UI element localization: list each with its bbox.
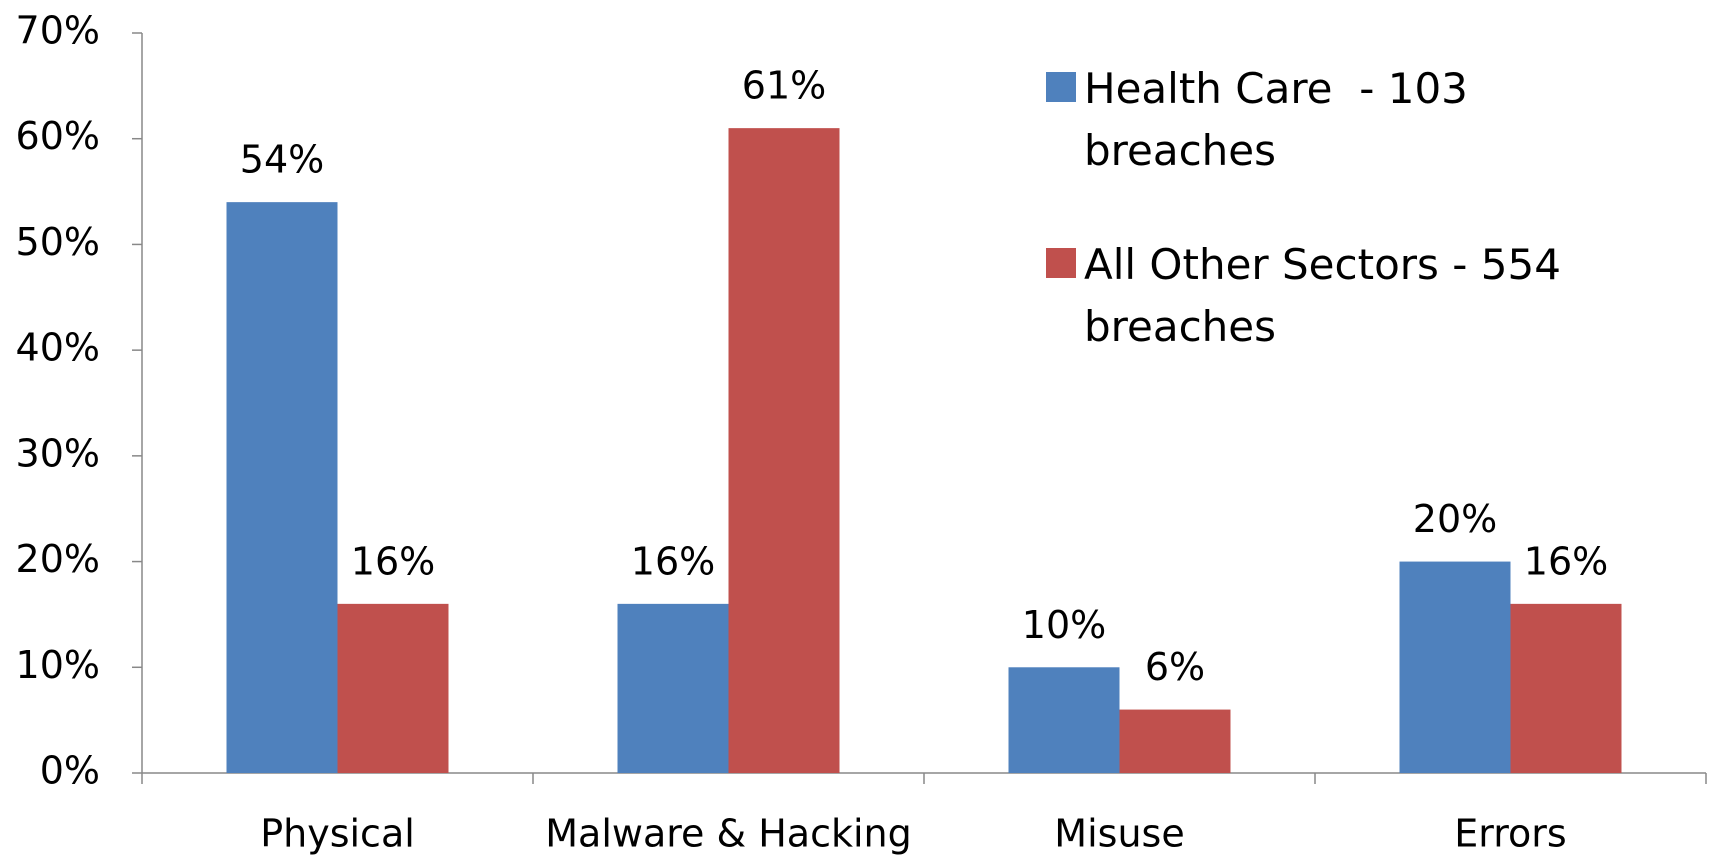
legend-swatch [1046,248,1076,278]
x-tick-label: Misuse [1054,812,1184,856]
y-tick-label: 70% [16,9,100,53]
y-tick-label: 40% [16,326,100,370]
y-tick-label: 0% [40,749,100,793]
data-label: 61% [742,64,826,108]
legend-label: Health Care - 103 breaches [1084,64,1482,175]
data-label: 16% [1524,539,1608,583]
legend-item: Health Care - 103 breaches [1046,58,1686,182]
data-label: 6% [1145,645,1205,689]
bar [1008,667,1120,773]
y-tick-label: 20% [16,537,100,581]
data-label: 20% [1413,497,1497,541]
data-label: 16% [631,539,715,583]
x-tick-label: Malware & Hacking [545,812,911,856]
x-tick-label: Physical [260,812,415,856]
y-tick-label: 60% [16,114,100,158]
bar [728,128,840,774]
bar [1399,561,1511,773]
bar [337,603,449,773]
y-tick-label: 30% [16,431,100,475]
bar [226,202,338,774]
bar [1510,603,1622,773]
legend: Health Care - 103 breaches All Other Sect… [1046,58,1686,410]
bar [617,603,729,773]
bar [1119,709,1231,773]
legend-label: All Other Sectors - 554 breaches [1084,240,1575,351]
legend-item: All Other Sectors - 554 breaches [1046,234,1686,358]
data-label: 54% [240,138,324,182]
data-label: 10% [1022,603,1106,647]
legend-swatch [1046,72,1076,102]
y-tick-label: 50% [16,220,100,264]
y-tick-label: 10% [16,643,100,687]
data-label: 16% [351,539,435,583]
x-tick-label: Errors [1454,812,1566,856]
